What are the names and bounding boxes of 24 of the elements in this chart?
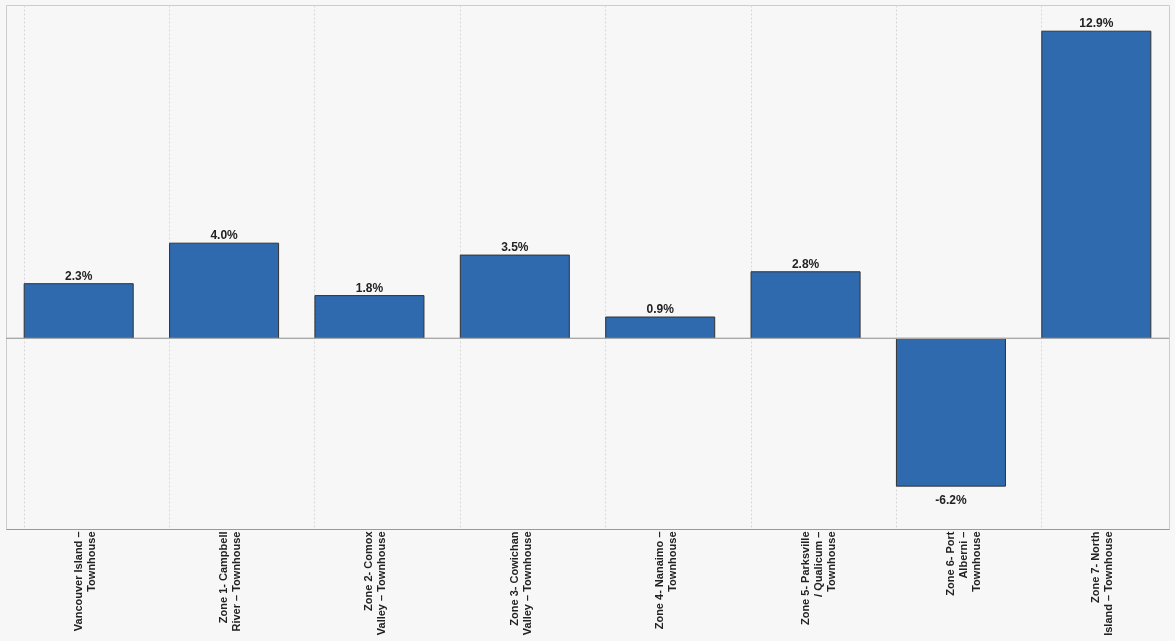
bar <box>605 316 716 339</box>
bar <box>23 283 134 339</box>
bar <box>750 271 861 339</box>
x-tick-label: Zone 1- Campbell River – Townhouse <box>217 531 243 632</box>
data-label: 0.9% <box>646 302 675 317</box>
x-tick-label: Zone 3- Cowichan Valley – Townhouse <box>507 531 533 636</box>
bar <box>314 295 425 339</box>
bar <box>1041 30 1152 339</box>
data-label: 1.8% <box>355 280 384 295</box>
x-tick-label: Zone 6- Port Alberni – Townhouse <box>943 531 982 596</box>
x-tick-label: Vancouver Island – Townhouse <box>71 531 97 632</box>
x-tick-label: Zone 4- Nanaimo – Townhouse <box>653 531 679 630</box>
bar <box>459 254 570 339</box>
data-label: 12.9% <box>1079 16 1114 31</box>
data-label: 4.0% <box>210 228 239 243</box>
data-label: 3.5% <box>501 240 529 255</box>
data-label: 2.8% <box>791 256 820 271</box>
x-tick-label: Zone 2- Comox Valley – Townhouse <box>362 530 388 636</box>
bar <box>169 242 280 339</box>
bar <box>895 337 1006 487</box>
data-label: -6.2% <box>935 493 967 508</box>
x-tick-label: Zone 7- North Island – Townhouse <box>1089 531 1115 636</box>
x-tick-label: Zone 5- Parksville / Qualicum – Townhouse <box>798 531 837 626</box>
data-label: 2.3% <box>65 268 93 283</box>
